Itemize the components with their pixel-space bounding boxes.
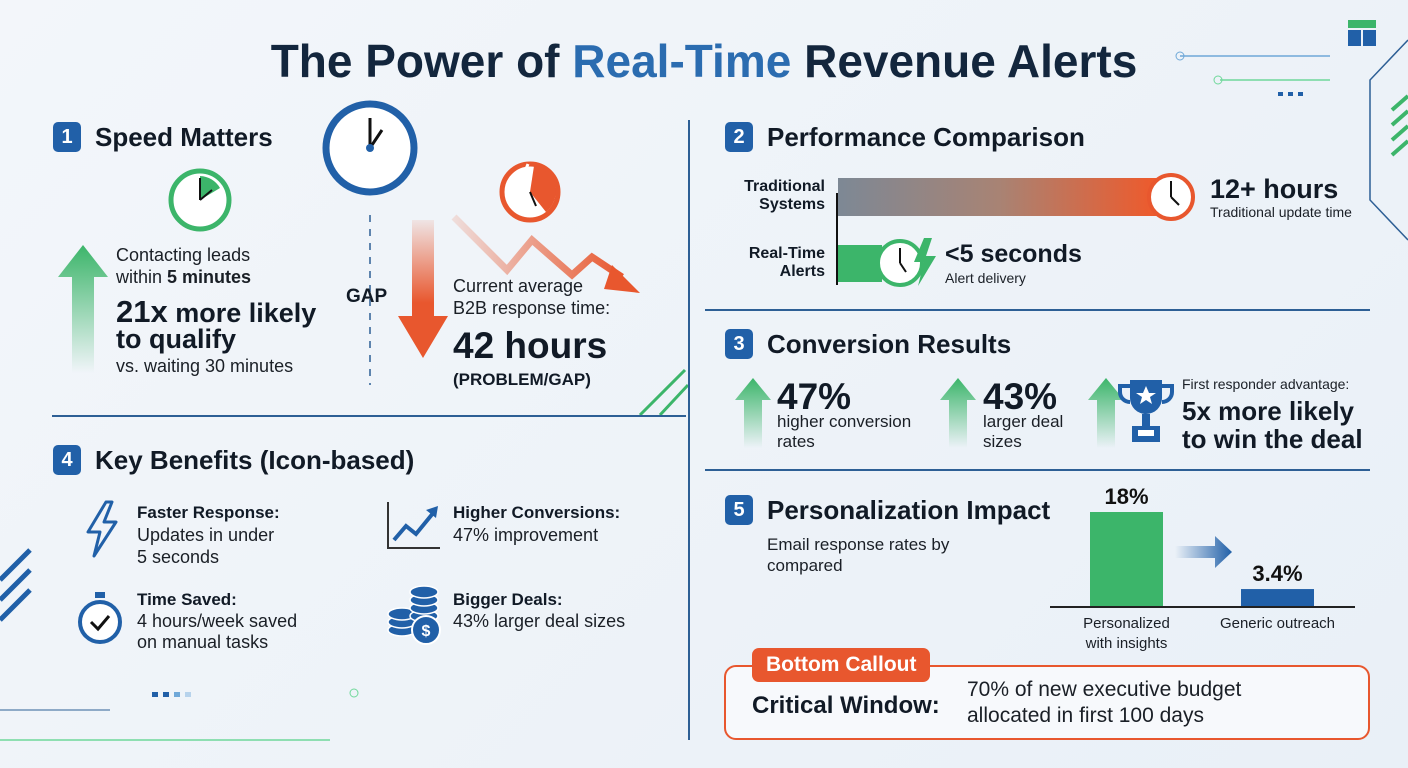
- benefit-text: on manual tasks: [137, 632, 269, 652]
- section-number: 5: [725, 495, 753, 525]
- realtime-value: <5 seconds: [945, 240, 1082, 268]
- lightning-icon: [86, 500, 118, 558]
- up-arrow-icon: [1088, 378, 1124, 448]
- dashed-gap-line: [369, 215, 371, 385]
- current-text: Current average: [453, 276, 584, 296]
- broken-clock-icon: [499, 161, 561, 223]
- trophy-icon: [1118, 380, 1174, 442]
- traditional-bar: [838, 178, 1160, 216]
- hours-stat: 42 hours: [453, 325, 608, 366]
- realtime-bar: [838, 245, 882, 282]
- section-heading: Performance Comparison: [767, 122, 1085, 152]
- advantage-stat: 5x more likely: [1182, 396, 1354, 426]
- speed-stat: to qualify: [116, 324, 236, 354]
- section-number: 4: [53, 445, 81, 475]
- callout-text: allocated in first 100 days: [967, 704, 1204, 727]
- section-heading: Speed Matters: [95, 122, 273, 152]
- axis-line: [836, 193, 838, 285]
- advantage-intro: First responder advantage:: [1182, 376, 1350, 392]
- category-label: Personalized: [1083, 615, 1170, 632]
- downtrend-arrow-icon: [451, 214, 640, 293]
- orange-clock-icon: [1147, 173, 1195, 221]
- bar-value-label: 3.4%: [1252, 561, 1302, 586]
- divider: [52, 415, 686, 417]
- callout-text: 70% of new executive budget: [967, 678, 1242, 701]
- problem-label: (PROBLEM/GAP): [453, 370, 591, 389]
- arrow-icon: [1175, 536, 1232, 568]
- category-label: Generic outreach: [1220, 615, 1335, 632]
- traditional-caption: Traditional update time: [1210, 204, 1352, 220]
- traditional-label: Traditional Systems: [744, 178, 825, 213]
- conversion-text: rates: [777, 432, 815, 451]
- divider: [688, 120, 690, 740]
- speed-stat: 21x more likely: [116, 294, 317, 329]
- benefit-text: 47% improvement: [453, 525, 599, 545]
- section-number: 2: [725, 122, 753, 152]
- section-number: 1: [53, 122, 81, 152]
- divider: [705, 469, 1370, 471]
- trend-chart-icon: [387, 502, 440, 549]
- advantage-stat: to win the deal: [1182, 424, 1363, 454]
- logo-icon: [1348, 20, 1376, 46]
- coins-icon: $: [387, 585, 441, 645]
- blue-clock-icon: [322, 100, 418, 196]
- category-label: with insights: [1085, 635, 1168, 652]
- benefit-title: Bigger Deals:: [453, 590, 563, 609]
- svg-text:$: $: [422, 623, 431, 640]
- callout-tab: Bottom Callout: [752, 648, 931, 682]
- divider: [705, 309, 1370, 311]
- section-number: 3: [725, 329, 753, 359]
- personalization-chart: 18% Personalized with insights 3.4% Generic …: [1050, 484, 1355, 652]
- clock-lightning-icon: [876, 238, 936, 287]
- benefit-text: 43% larger deal sizes: [453, 611, 626, 631]
- section-heading: Key Benefits (Icon-based): [95, 445, 415, 475]
- benefit-text: 4 hours/week saved: [137, 611, 298, 631]
- bar-value-label: 18%: [1104, 484, 1148, 509]
- realtime-label: Real-Time Alerts: [748, 245, 825, 280]
- current-text: B2B response time:: [453, 298, 611, 318]
- green-clock-icon: [168, 168, 232, 232]
- bar: [1090, 512, 1163, 607]
- up-arrow-icon: [940, 378, 976, 448]
- conversion-stat: 43%: [983, 376, 1058, 417]
- speed-text: within 5 minutes: [116, 267, 252, 287]
- section-heading: Conversion Results: [767, 329, 1012, 359]
- benefit-text: 5 seconds: [137, 547, 220, 567]
- conversion-stat: 47%: [777, 376, 852, 417]
- speed-compare: vs. waiting 30 minutes: [116, 356, 294, 376]
- speed-text: Contacting leads: [116, 245, 251, 265]
- conversion-text: sizes: [983, 432, 1022, 451]
- down-arrow-icon: [398, 220, 448, 358]
- benefit-title: Time Saved:: [137, 590, 237, 609]
- traditional-value: 12+ hours: [1210, 174, 1339, 204]
- up-arrow-icon: [58, 245, 108, 373]
- benefit-title: Faster Response:: [137, 503, 280, 522]
- personalization-subtitle: compared: [767, 556, 843, 575]
- personalization-subtitle: Email response rates by: [767, 535, 950, 554]
- up-arrow-icon: [735, 378, 771, 448]
- gap-label: GAP: [346, 286, 388, 307]
- realtime-caption: Alert delivery: [945, 270, 1026, 286]
- benefit-title: Higher Conversions:: [453, 503, 621, 522]
- conversion-text: larger deal: [983, 412, 1064, 431]
- bar: [1241, 589, 1314, 607]
- page-title: The Power of Real-Time Revenue Alerts: [270, 35, 1138, 87]
- callout-label: Critical Window:: [752, 692, 940, 719]
- section-heading: Personalization Impact: [767, 495, 1051, 525]
- stopwatch-icon: [78, 592, 122, 644]
- benefit-text: Updates in under: [137, 525, 275, 545]
- conversion-text: higher conversion: [777, 412, 912, 431]
